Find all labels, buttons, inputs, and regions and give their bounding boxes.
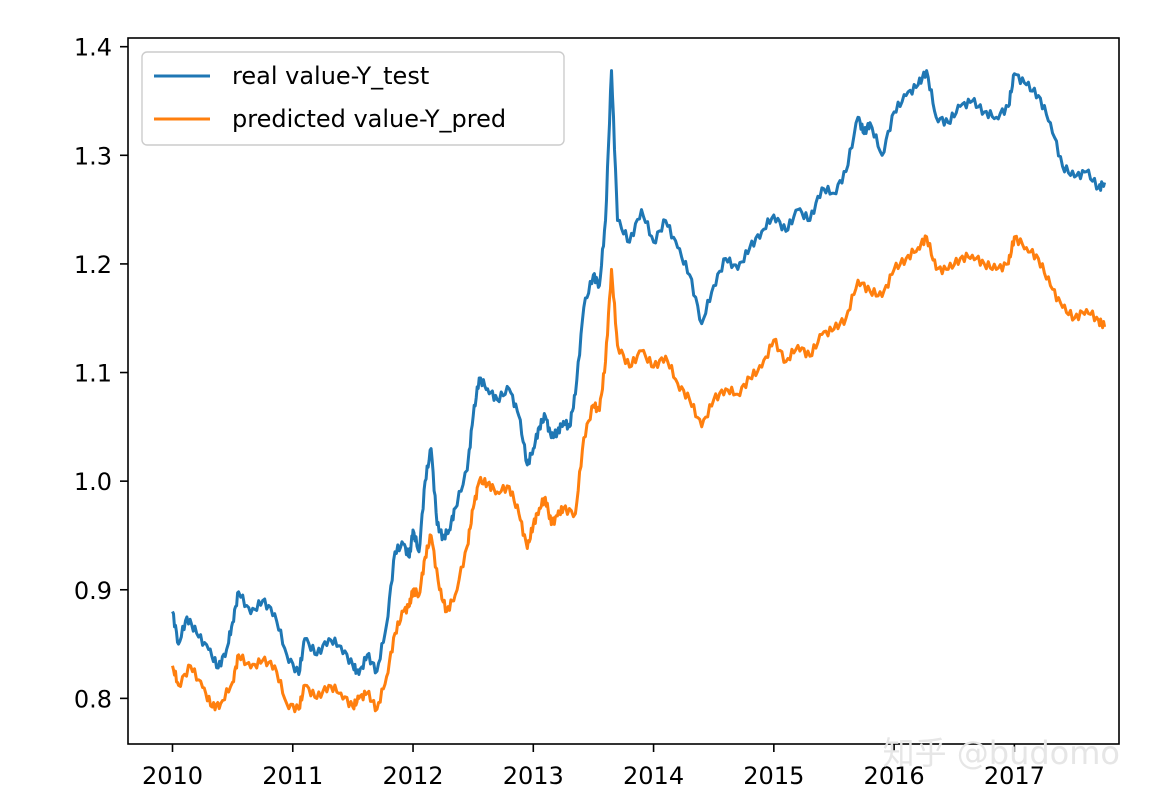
- legend: real value-Y_test predicted value-Y_pred: [141, 51, 565, 146]
- y-tick-label: 1.1: [74, 360, 112, 388]
- x-tick-label: 2015: [743, 762, 804, 790]
- y-tick-label: 1.2: [74, 251, 112, 279]
- x-tick-label: 2014: [623, 762, 684, 790]
- legend-box: [141, 51, 565, 146]
- x-tick-label: 2013: [503, 762, 564, 790]
- legend-label-1: real value-Y_test: [232, 62, 429, 90]
- y-tick-label: 0.9: [74, 577, 112, 605]
- y-tick-label: 1.3: [74, 142, 112, 170]
- plot-area-frame: [127, 37, 1120, 745]
- x-tick-label: 2011: [262, 762, 323, 790]
- y-tick-label: 1.4: [74, 34, 112, 62]
- y-axis: 0.8 0.9 1.0 1.1 1.2 1.3 1.4: [74, 34, 128, 713]
- series-line-1: [171, 69, 1107, 676]
- legend-label-2: predicted value-Y_pred: [232, 105, 506, 133]
- x-tick-label: 2017: [984, 762, 1045, 790]
- y-tick-label: 0.8: [74, 685, 112, 713]
- series-line-2: [171, 234, 1107, 714]
- x-tick-label: 2010: [142, 762, 203, 790]
- x-tick-label: 2012: [382, 762, 443, 790]
- y-tick-label: 1.0: [74, 468, 112, 496]
- watermark-text: 知乎 @budomo: [883, 734, 1120, 772]
- x-tick-label: 2016: [864, 762, 925, 790]
- series-layer: [171, 69, 1107, 714]
- x-axis: 2010 2011 2012 2013 2014 2015 2016 2017: [142, 744, 1045, 790]
